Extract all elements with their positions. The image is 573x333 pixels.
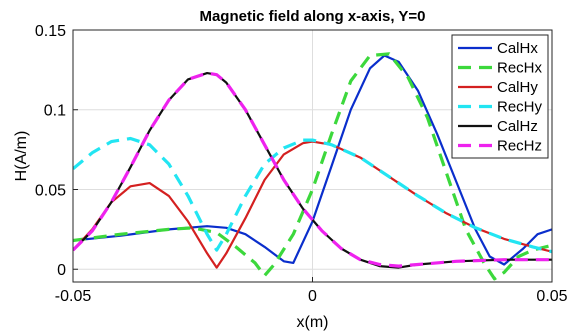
y-tick-label: 0.1 [44, 103, 66, 120]
series-layer [73, 52, 552, 281]
legend-label-calhz: CalHz [497, 118, 538, 135]
x-axis-label: x(m) [297, 314, 329, 331]
legend: CalHx RecHx CalHy RecHy CalHz RecHz [451, 34, 549, 159]
x-tick-label: -0.05 [55, 288, 92, 305]
legend-box [451, 34, 549, 159]
series-rechy [73, 136, 552, 254]
x-tick-label: 0 [308, 288, 317, 305]
legend-label-rechy: RecHy [497, 99, 543, 116]
y-tick-label: 0.05 [35, 182, 66, 199]
legend-label-rechx: RecHx [497, 60, 543, 77]
legend-label-calhx: CalHx [497, 40, 538, 57]
legend-label-calhy: CalHy [497, 79, 538, 96]
legend-label-rechz: RecHz [497, 138, 542, 155]
y-axis-label: H(A/m) [13, 131, 30, 182]
series-rechx [73, 52, 552, 281]
series-rechz [73, 71, 552, 268]
x-tick-label: 0.05 [536, 288, 567, 305]
series-calhx [73, 54, 552, 266]
ticks: -0.05 0 0.05 0 0.05 0.1 0.15 [35, 23, 568, 305]
y-tick-label: 0 [57, 262, 66, 279]
y-tick-label: 0.15 [35, 23, 66, 40]
chart-title: Magnetic field along x-axis, Y=0 [199, 8, 425, 25]
